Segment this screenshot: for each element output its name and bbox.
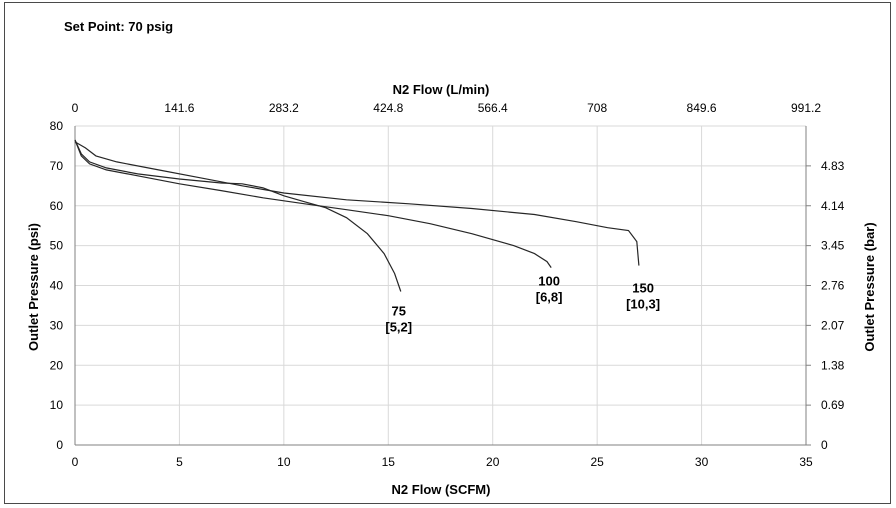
x2-axis-title: N2 Flow (L/min) [393, 82, 490, 97]
y2-tick-label: 2.07 [821, 318, 845, 332]
x2-tick-label: 283.2 [269, 101, 299, 115]
y2-axis-title: Outlet Pressure (bar) [862, 222, 877, 351]
x-tick-label: 5 [176, 455, 183, 469]
y-tick-label: 40 [50, 279, 64, 293]
x2-tick-label: 0 [72, 101, 79, 115]
y-tick-label: 60 [50, 199, 64, 213]
x2-tick-label: 708 [587, 101, 607, 115]
series-label-150: 150 [632, 280, 654, 295]
x-tick-label: 10 [277, 455, 291, 469]
y2-tick-label: 3.45 [821, 239, 845, 253]
x2-tick-label: 424.8 [373, 101, 403, 115]
chart-frame [4, 2, 891, 504]
series-sublabel-75: [5,2] [385, 319, 412, 334]
y-tick-label: 10 [50, 398, 64, 412]
y-tick-label: 30 [50, 318, 64, 332]
x2-tick-label: 141.6 [164, 101, 194, 115]
series-line-150 [74, 141, 640, 266]
y-axis-title: Outlet Pressure (psi) [26, 223, 41, 351]
x-tick-label: 15 [382, 455, 396, 469]
x-tick-label: 20 [486, 455, 500, 469]
x2-tick-label: 566.4 [478, 101, 508, 115]
y2-tick-label: 4.14 [821, 199, 845, 213]
x-tick-label: 35 [799, 455, 813, 469]
series-label-100: 100 [538, 274, 560, 289]
set-point-label: Set Point: 70 psig [64, 19, 173, 34]
series-line-75 [74, 139, 402, 292]
y-tick-label: 20 [50, 358, 64, 372]
y-tick-label: 0 [56, 438, 63, 452]
y2-tick-label: 4.83 [821, 159, 845, 173]
x2-tick-label: 991.2 [791, 101, 821, 115]
y-tick-label: 70 [50, 159, 64, 173]
x-tick-label: 0 [72, 455, 79, 469]
y2-tick-label: 0.69 [821, 398, 845, 412]
y-tick-label: 80 [50, 119, 64, 133]
x-tick-label: 25 [590, 455, 604, 469]
series-label-layer: 75[5,2] 100[6,8] 150[10,3] [385, 274, 660, 335]
x-axis-title: N2 Flow (SCFM) [392, 482, 491, 497]
tick-layer: 005141.610283.215424.820566.42570830849.… [50, 101, 845, 469]
x2-tick-label: 849.6 [687, 101, 717, 115]
series-line-100 [74, 139, 552, 268]
series-sublabel-150: [10,3] [626, 296, 660, 311]
series-label-75: 75 [391, 303, 405, 318]
series-sublabel-100: [6,8] [536, 290, 563, 305]
y2-tick-label: 0 [821, 438, 828, 452]
grid-layer [74, 125, 807, 446]
x-tick-label: 30 [695, 455, 709, 469]
y-tick-label: 50 [50, 239, 64, 253]
y2-tick-label: 2.76 [821, 279, 845, 293]
y2-tick-label: 1.38 [821, 358, 845, 372]
series-layer [74, 139, 640, 292]
